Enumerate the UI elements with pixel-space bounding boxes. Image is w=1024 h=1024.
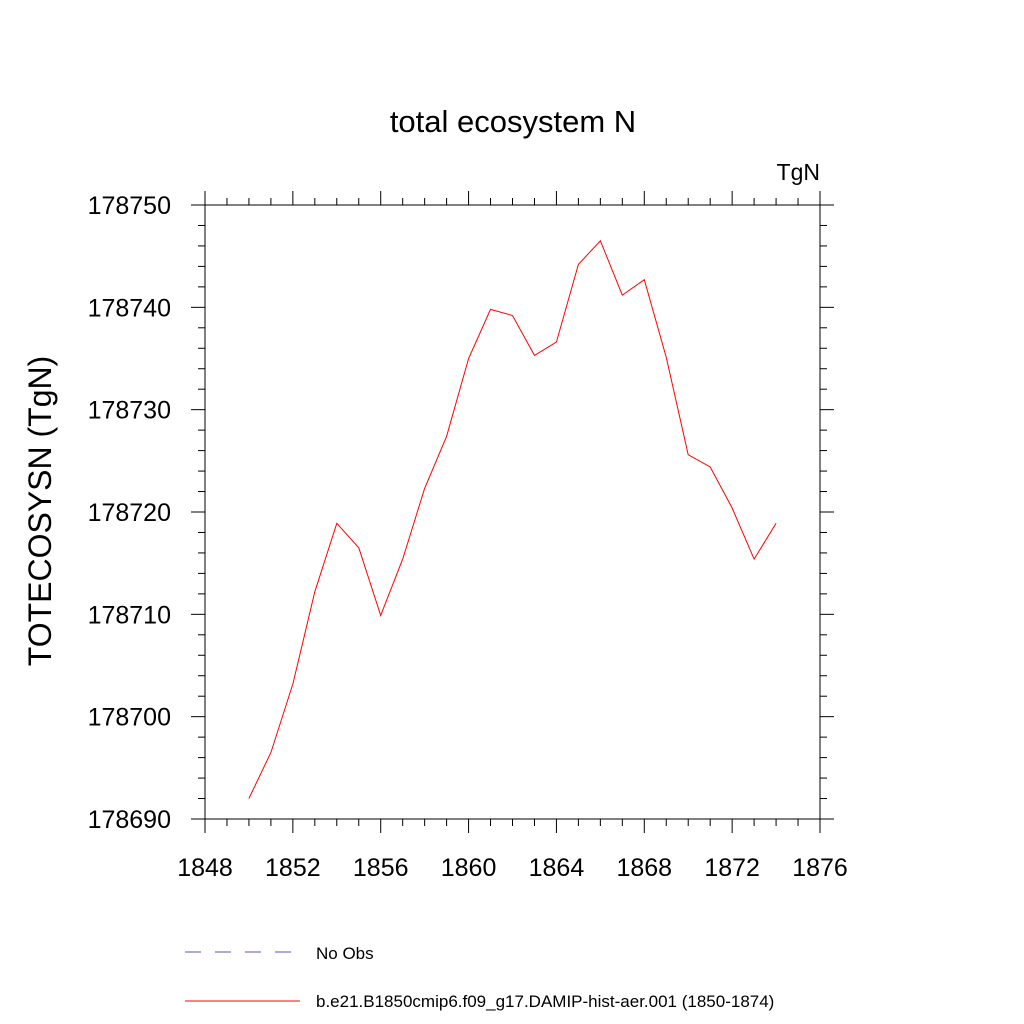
y-tick-label: 178690 xyxy=(88,806,171,834)
legend-label-no-obs: No Obs xyxy=(316,944,374,963)
x-tick-label: 1852 xyxy=(265,854,321,882)
x-tick-label: 1856 xyxy=(353,854,409,882)
x-tick-label: 1864 xyxy=(529,854,585,882)
legend: No Obs b.e21.B1850cmip6.f09_g17.DAMIP-hi… xyxy=(185,944,774,1011)
y-axis-label: TOTECOSYSN (TgN) xyxy=(22,356,58,667)
x-tick-label: 1876 xyxy=(792,854,848,882)
plot-frame xyxy=(204,204,821,820)
y-tick-label: 178720 xyxy=(88,499,171,527)
units-label: TgN xyxy=(777,159,820,185)
tick-labels: 1848 1852 1856 1860 1864 1868 1872 1876 178690 17… xyxy=(88,192,848,882)
y-tick-label: 178700 xyxy=(88,704,171,732)
x-tick-label: 1848 xyxy=(177,854,233,882)
x-tick-label: 1872 xyxy=(704,854,760,882)
y-tick-label: 178750 xyxy=(88,192,171,220)
y-tick-label: 178730 xyxy=(88,397,171,425)
axis-ticks xyxy=(191,191,834,833)
y-tick-label: 178710 xyxy=(88,601,171,629)
x-tick-label: 1868 xyxy=(616,854,672,882)
series-line xyxy=(248,239,777,799)
chart-title: total ecosystem N xyxy=(390,104,636,139)
x-tick-label: 1860 xyxy=(441,854,497,882)
y-tick-label: 178740 xyxy=(88,294,171,322)
data-series xyxy=(248,239,777,799)
legend-label-model: b.e21.B1850cmip6.f09_g17.DAMIP-hist-aer.… xyxy=(316,992,774,1011)
